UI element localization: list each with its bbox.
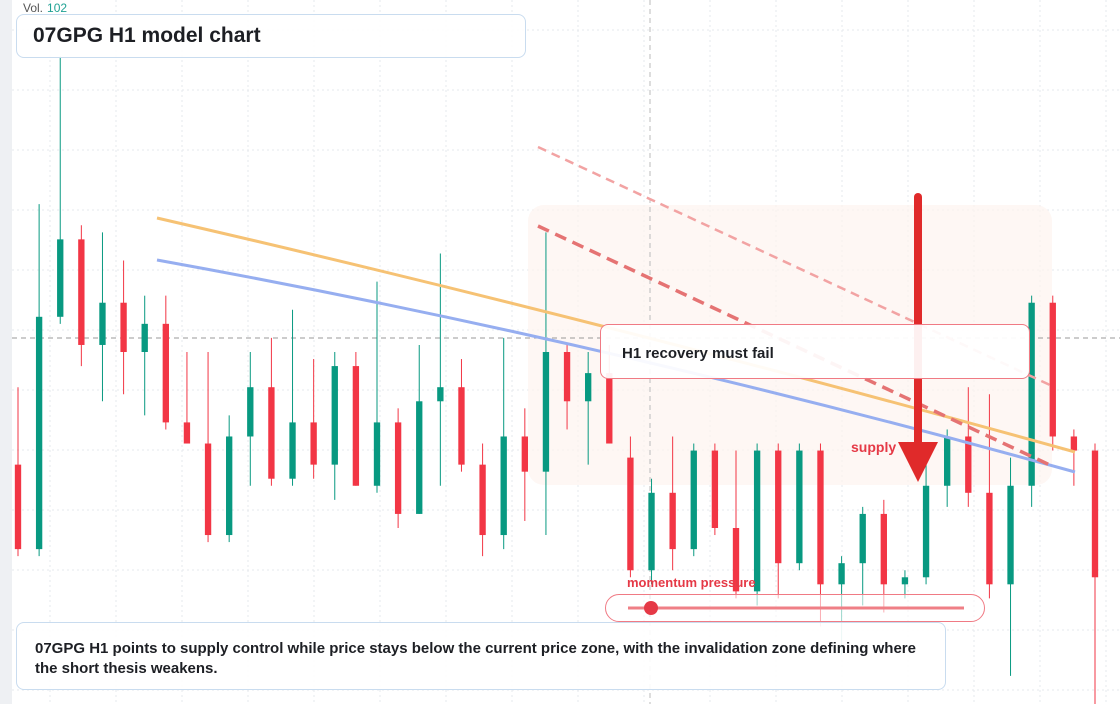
candle-body bbox=[226, 436, 233, 536]
candle-body bbox=[14, 464, 22, 550]
description-box: 07GPG H1 points to supply control while … bbox=[16, 622, 946, 690]
candle-body bbox=[1049, 302, 1056, 437]
candle-body bbox=[437, 387, 444, 402]
volume-readout: Vol. 102 bbox=[23, 1, 67, 15]
candle-body bbox=[901, 577, 909, 585]
candle-body bbox=[732, 528, 740, 592]
candle-body bbox=[310, 422, 317, 465]
candle-body bbox=[965, 436, 972, 493]
candle-body bbox=[690, 450, 697, 550]
candle-body bbox=[78, 239, 85, 345]
left-strip bbox=[0, 0, 12, 704]
candle-body bbox=[627, 457, 634, 571]
candle-body bbox=[669, 492, 676, 550]
candle-body bbox=[120, 302, 127, 352]
candle-body bbox=[1091, 450, 1099, 578]
candle-body bbox=[711, 450, 719, 528]
supply-label: supply bbox=[851, 439, 897, 455]
volume-label: Vol. bbox=[23, 1, 44, 15]
candle-body bbox=[183, 422, 191, 444]
candle-body bbox=[35, 316, 43, 550]
candle-body bbox=[796, 450, 803, 564]
candle-body bbox=[141, 323, 148, 352]
candle-body bbox=[204, 443, 212, 536]
candle-body bbox=[775, 450, 782, 564]
candle-body bbox=[479, 464, 486, 536]
note-box: H1 recovery must fail bbox=[600, 324, 1030, 379]
candle-body bbox=[606, 373, 613, 444]
candle-body bbox=[57, 239, 64, 317]
candle-body bbox=[542, 352, 550, 472]
momentum-box bbox=[605, 594, 985, 622]
candle-body bbox=[922, 485, 930, 578]
chart-title: 07GPG H1 model chart bbox=[33, 24, 261, 47]
arrow-head bbox=[898, 442, 938, 482]
candle-body bbox=[880, 513, 887, 585]
candle-body bbox=[838, 563, 845, 585]
candle-body bbox=[373, 422, 381, 486]
candle-body bbox=[99, 302, 106, 345]
candle-body bbox=[458, 387, 465, 465]
candle-body bbox=[500, 436, 507, 536]
candle-body bbox=[521, 436, 528, 472]
candle-body bbox=[859, 513, 866, 564]
candle-body bbox=[247, 387, 254, 437]
candle-body bbox=[162, 323, 169, 423]
title-box: 07GPG H1 model chart bbox=[16, 14, 526, 58]
candle-body bbox=[289, 422, 296, 479]
momentum-label: momentum pressure bbox=[627, 575, 756, 590]
candle-body bbox=[268, 387, 275, 479]
candle-body bbox=[1028, 302, 1035, 486]
candle-body bbox=[753, 450, 761, 592]
momentum-slider bbox=[628, 601, 964, 615]
candle-body bbox=[416, 401, 423, 514]
candle-body bbox=[986, 492, 993, 585]
candle-body bbox=[648, 492, 655, 571]
candle-body bbox=[817, 450, 824, 585]
annotation: H1 recovery must fail bbox=[622, 345, 774, 362]
candles bbox=[14, 56, 1099, 704]
candle-body bbox=[1070, 436, 1078, 451]
candle-body bbox=[944, 436, 951, 486]
candle-body bbox=[1007, 485, 1014, 585]
candle-body bbox=[352, 366, 360, 486]
candle-body bbox=[563, 352, 571, 402]
slider-dot bbox=[644, 601, 658, 615]
candle-body bbox=[394, 422, 402, 514]
candle-body bbox=[585, 373, 592, 402]
candle-body bbox=[331, 366, 338, 465]
volume-value: 102 bbox=[47, 1, 68, 15]
description: 07GPG H1 points to supply control while … bbox=[35, 640, 916, 677]
